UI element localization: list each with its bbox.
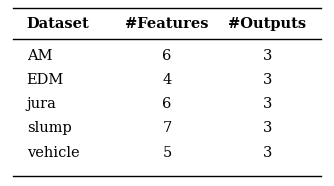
Text: #Features: #Features (125, 17, 209, 31)
Text: EDM: EDM (27, 73, 64, 87)
Text: #Outputs: #Outputs (228, 17, 306, 31)
Text: 7: 7 (162, 121, 172, 135)
Text: vehicle: vehicle (27, 145, 79, 160)
Text: 6: 6 (162, 49, 172, 63)
Text: 3: 3 (263, 49, 272, 63)
Text: Dataset: Dataset (27, 17, 90, 31)
Text: 4: 4 (162, 73, 172, 87)
Text: 3: 3 (263, 73, 272, 87)
Text: 3: 3 (263, 145, 272, 160)
Text: jura: jura (27, 97, 56, 111)
Text: slump: slump (27, 121, 71, 135)
Text: 6: 6 (162, 97, 172, 111)
Text: AM: AM (27, 49, 52, 63)
Text: 3: 3 (263, 97, 272, 111)
Text: 3: 3 (263, 121, 272, 135)
Text: 5: 5 (162, 145, 172, 160)
